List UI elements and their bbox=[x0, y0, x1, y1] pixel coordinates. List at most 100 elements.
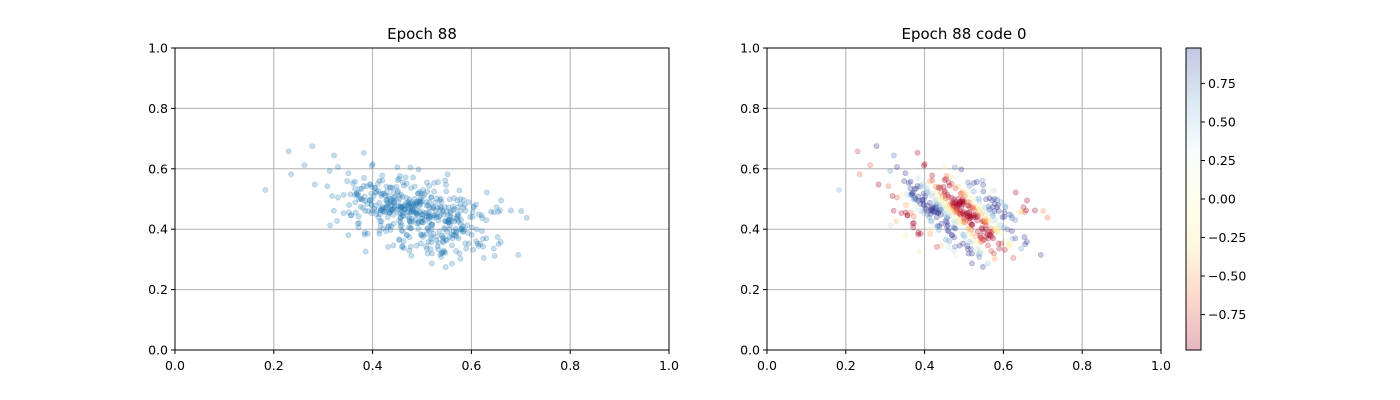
scatter-point bbox=[965, 188, 972, 195]
scatter-point bbox=[428, 194, 435, 200]
scatter-point bbox=[933, 202, 940, 209]
scatter-point bbox=[961, 187, 968, 193]
scatter-panel-code: 0.0 0.2 0.4 0.6 0.8 1.0 0.0 0.2 0.4 0.6 0.8 1.0 Epo… bbox=[740, 25, 1171, 373]
scatter-point bbox=[957, 190, 964, 197]
scatter-point bbox=[428, 221, 435, 228]
scatter-point bbox=[982, 204, 989, 211]
scatter-point bbox=[1000, 224, 1007, 231]
scatter-point bbox=[424, 188, 431, 195]
scatter-point bbox=[439, 250, 446, 257]
scatter-point bbox=[960, 199, 967, 206]
scatter-point bbox=[902, 232, 909, 239]
scatter-point bbox=[942, 175, 949, 182]
scatter-point bbox=[450, 215, 457, 222]
scatter-point bbox=[393, 184, 400, 190]
scatter-point bbox=[425, 213, 432, 220]
scatter-point bbox=[363, 183, 370, 190]
scatter-point bbox=[961, 211, 968, 218]
scatter-point bbox=[976, 204, 983, 211]
scatter-point bbox=[386, 210, 393, 217]
scatter-point bbox=[980, 236, 987, 243]
scatter-point bbox=[950, 200, 957, 207]
scatter-point bbox=[954, 207, 961, 213]
scatter-point bbox=[1006, 211, 1013, 218]
scatter-point bbox=[929, 205, 936, 212]
scatter-point bbox=[979, 177, 986, 184]
scatter-point bbox=[414, 199, 421, 206]
scatter-point bbox=[933, 243, 940, 250]
scatter-point bbox=[968, 260, 975, 267]
scatter-point bbox=[368, 210, 375, 217]
scatter-point bbox=[378, 192, 385, 199]
scatter-point bbox=[413, 210, 420, 217]
scatter-point bbox=[404, 201, 411, 208]
scatter-point bbox=[959, 209, 966, 216]
scatter-point bbox=[967, 246, 974, 252]
scatter-point bbox=[936, 223, 943, 230]
scatter-point bbox=[942, 195, 949, 202]
scatter-point bbox=[932, 228, 939, 234]
scatter-point bbox=[434, 204, 441, 211]
scatter-point bbox=[1023, 238, 1030, 245]
scatter-point bbox=[387, 195, 394, 202]
scatter-point bbox=[354, 192, 361, 199]
scatter-point bbox=[373, 208, 380, 215]
scatter-point bbox=[358, 185, 365, 192]
scatter-point bbox=[468, 224, 475, 231]
scatter-point bbox=[399, 244, 406, 250]
scatter-point bbox=[431, 188, 438, 195]
scatter-point bbox=[404, 209, 411, 216]
x-tick-label: 0.8 bbox=[560, 358, 580, 373]
scatter-point bbox=[373, 202, 380, 209]
scatter-point bbox=[397, 215, 404, 221]
scatter-point bbox=[966, 210, 973, 217]
scatter-point bbox=[983, 233, 990, 240]
scatter-point bbox=[928, 192, 935, 199]
scatter-point bbox=[990, 250, 997, 257]
scatter-point bbox=[438, 198, 445, 205]
scatter-point bbox=[456, 250, 463, 257]
scatter-point bbox=[352, 209, 359, 216]
scatter-point bbox=[977, 250, 983, 257]
scatter-point bbox=[383, 197, 390, 204]
scatter-point bbox=[924, 189, 931, 196]
scatter-point bbox=[983, 210, 990, 217]
scatter-point bbox=[415, 166, 422, 173]
colorbar-ticks: 0.75 0.50 0.25 0.00 −0.25 −0.50 −0.75 bbox=[1201, 76, 1246, 322]
scatter-point bbox=[973, 179, 980, 185]
scatter-point bbox=[982, 216, 989, 223]
scatter-point bbox=[905, 180, 912, 186]
scatter-point bbox=[438, 204, 445, 211]
scatter-point bbox=[384, 196, 391, 203]
scatter-point bbox=[989, 216, 996, 223]
scatter-point bbox=[978, 239, 985, 246]
axis-ticks: 0.0 0.2 0.4 0.6 0.8 1.0 0.0 0.2 0.4 0.6 0.8 1.0 bbox=[740, 41, 1171, 374]
scatter-point bbox=[376, 199, 383, 206]
scatter-point bbox=[1004, 201, 1011, 208]
scatter-point bbox=[919, 197, 926, 204]
scatter-point bbox=[908, 209, 915, 216]
scatter-point bbox=[408, 208, 415, 215]
scatter-point bbox=[413, 209, 420, 216]
scatter-point bbox=[459, 228, 466, 235]
scatter-point bbox=[912, 185, 919, 192]
scatter-point bbox=[433, 195, 440, 202]
scatter-point bbox=[391, 194, 398, 200]
scatter-point bbox=[397, 203, 404, 210]
scatter-point bbox=[927, 218, 934, 225]
scatter-point bbox=[910, 224, 917, 231]
scatter-point bbox=[962, 216, 969, 223]
scatter-point bbox=[937, 184, 944, 191]
scatter-point bbox=[935, 195, 942, 202]
scatter-point bbox=[356, 196, 362, 202]
scatter-point bbox=[420, 231, 427, 238]
colorbar: 0.75 0.50 0.25 0.00 −0.25 −0.50 −0.75 bbox=[1185, 47, 1246, 351]
scatter-point bbox=[984, 217, 991, 224]
scatter-point bbox=[406, 218, 413, 225]
scatter-point bbox=[911, 195, 918, 201]
scatter-point bbox=[1044, 214, 1051, 221]
scatter-point bbox=[961, 219, 968, 226]
scatter-point bbox=[936, 202, 942, 209]
scatter-point bbox=[402, 174, 409, 181]
scatter-point bbox=[1009, 215, 1015, 221]
